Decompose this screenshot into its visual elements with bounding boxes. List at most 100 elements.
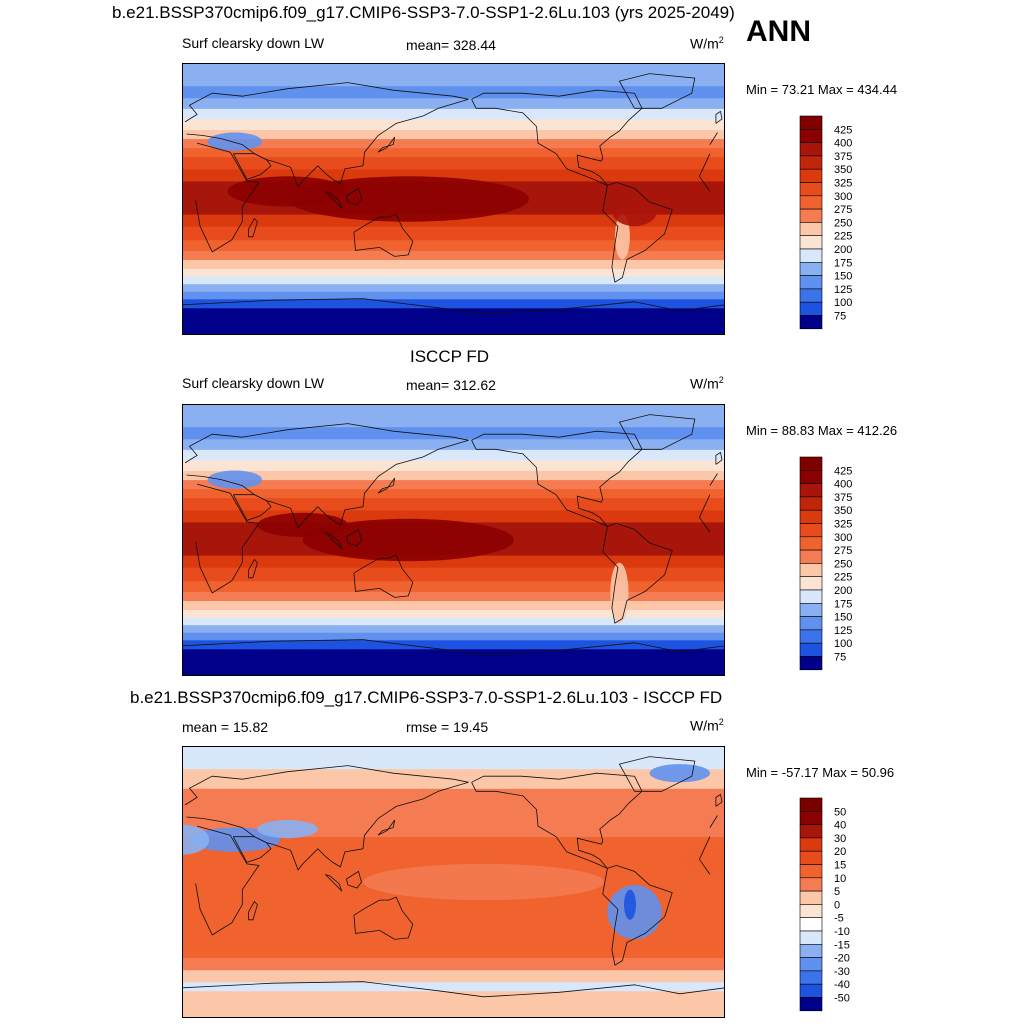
panel-3-min-max: Min = -57.17 Max = 50.96 [746,765,895,780]
colorbar-tick-label: 50 [834,806,846,818]
colorbar-tick-label: 150 [834,271,852,283]
coastline [618,73,696,109]
colorbar-tick-label: -15 [834,939,850,951]
colorbar-tick-label: 350 [834,505,852,517]
field-feature [257,512,348,537]
colorbar-tick-label: 150 [834,612,852,624]
coastline [618,414,696,450]
coastline [248,900,258,921]
colorbar-swatch [799,168,823,183]
coastline [325,874,343,892]
coastline [325,532,343,550]
field-feature [611,196,658,227]
coastline [602,522,673,624]
latitude-band [182,591,725,601]
colorbar-swatch [799,496,823,511]
colorbar-tick-label: 5 [834,886,840,898]
coastline [353,213,414,257]
latitude-band [182,969,725,983]
field-feature [182,824,210,855]
field-feature [302,518,514,562]
colorbar-swatch [799,917,823,932]
colorbar-swatch [799,603,823,617]
latitude-band [182,981,725,992]
colorbar-swatch [799,616,823,631]
panel-3-units: W/m2 [690,717,724,734]
latitude-band [182,788,725,807]
field-feature [614,214,630,260]
colorbar-swatch [799,235,823,250]
coastline [232,836,272,863]
latitude-band [182,63,725,87]
latitude-band [182,426,725,440]
colorbar-swatch [799,563,823,578]
latitude-band [182,624,725,633]
colorbar-tick-label: 175 [834,598,852,610]
colorbar-tick-label: 300 [834,532,852,544]
colorbar-swatch [799,248,823,263]
latitude-band [182,470,725,481]
colorbar-tick-label: 200 [834,244,852,256]
colorbar-tick-label: 15 [834,860,846,872]
coastline [182,298,725,335]
colorbar-tick-label: 100 [834,638,852,650]
coastline [346,870,362,889]
latitude-band [182,567,725,582]
colorbar-tick-label: 100 [834,297,852,309]
latitude-band [182,97,725,109]
panel-2-title: ISCCP FD [410,347,490,366]
latitude-band [182,609,725,618]
colorbar-swatch [799,142,823,157]
colorbar-swatch [799,837,823,852]
colorbar-swatch [799,470,823,484]
colorbar-tick-label: 325 [834,178,852,190]
colorbar-swatch [799,797,823,812]
colorbar-swatch [799,129,823,143]
colorbar-swatch [799,983,823,998]
coastline [715,110,723,124]
latitude-band [182,226,725,241]
colorbar-swatch [799,642,823,657]
latitude-band [182,479,725,490]
colorbar-swatch [799,877,823,892]
latitude-band [182,214,725,227]
panel-2-units: W/m2 [690,375,724,392]
latitude-band [182,580,725,592]
colorbar-swatch [799,483,823,498]
latitude-band [182,276,725,285]
latitude-band [182,307,725,335]
latitude-band [182,283,725,292]
colorbar-swatch [799,315,823,330]
colorbar-tick-label: 250 [834,558,852,570]
colorbar-swatch [799,811,823,825]
field-feature [363,863,605,901]
colorbar-tick-label: 225 [834,231,852,243]
latitude-band [182,459,725,471]
latitude-band [182,168,725,182]
colorbar-tick-label: 375 [834,492,852,504]
latitude-band [182,648,725,676]
latitude-band [182,118,725,130]
colorbar-tick-label: 75 [834,652,846,664]
colorbar-tick-label: 225 [834,572,852,584]
panel-1-title: b.e21.BSSP370cmip6.f09_g17.CMIP6-SSP3-7.… [112,3,735,22]
latitude-band [182,268,725,277]
colorbar-swatch [799,864,823,879]
coastline [195,142,711,253]
latitude-band [182,138,725,149]
panel-3-mean-label: mean = 15.82 [182,719,269,735]
field-feature [207,470,262,489]
coastline [471,430,643,527]
colorbar-tick-label: 10 [834,873,846,885]
latitude-band [182,250,725,260]
panel-1-units: W/m2 [690,35,724,52]
field-feature [257,820,318,839]
colorbar-swatch [799,904,823,919]
coastline [248,217,258,238]
panel-2-variable-label: Surf clearsky down LW [182,375,325,391]
colorbar-swatch [799,629,823,644]
latitude-band [182,600,725,610]
panel-3-title: b.e21.BSSP370cmip6.f09_g17.CMIP6-SSP3-7.… [130,688,723,707]
panel-3-rmse-label: rmse = 19.45 [406,719,489,735]
coastline [618,756,696,792]
